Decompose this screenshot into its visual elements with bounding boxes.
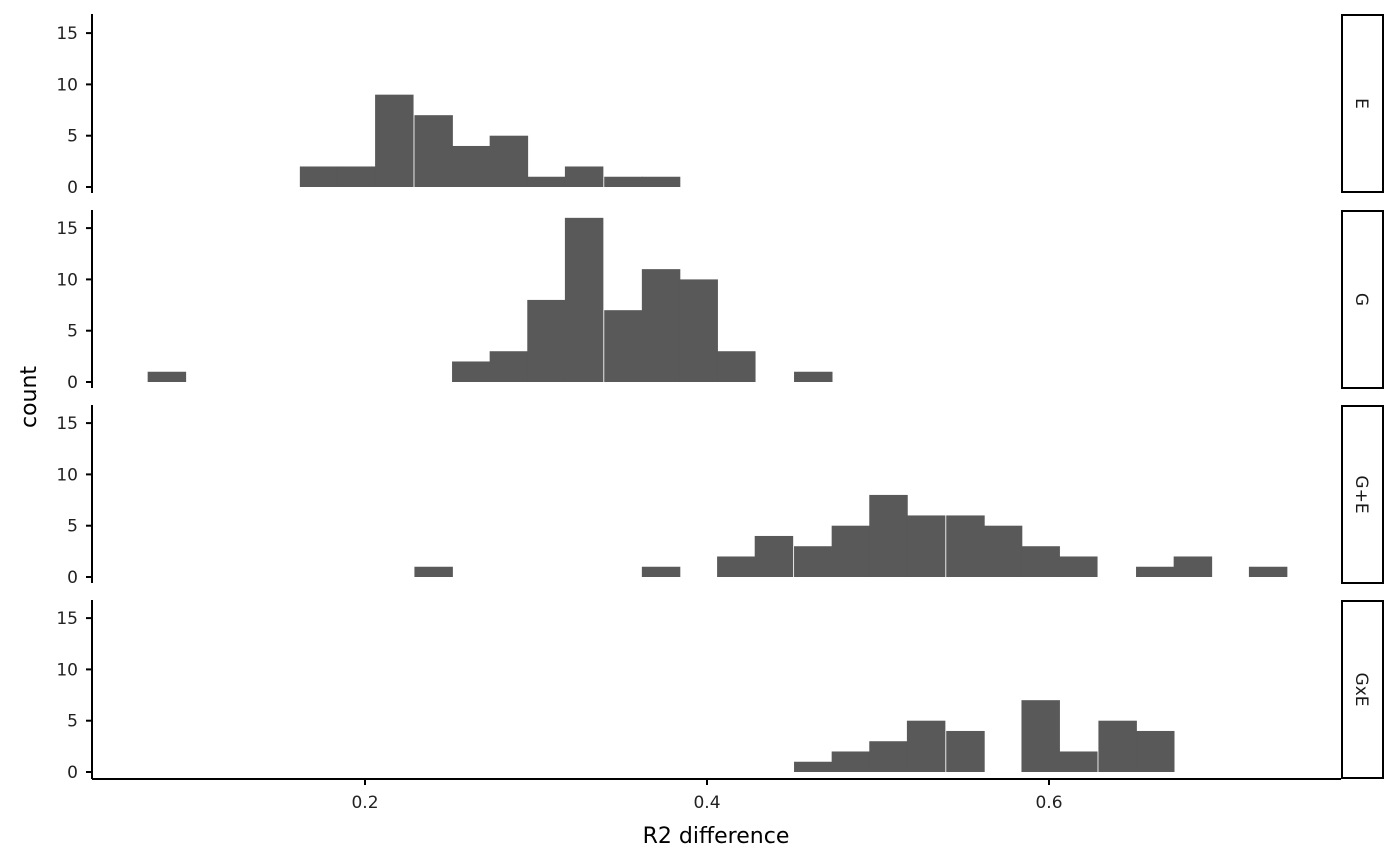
facet-strip-label: GxE xyxy=(1351,673,1371,707)
facet-strip xyxy=(1341,14,1384,193)
histogram-bar xyxy=(641,269,681,382)
y-tick-label: 10 xyxy=(56,270,78,290)
histogram-bar xyxy=(794,761,833,772)
y-tick-label: 15 xyxy=(56,24,78,44)
x-tick-label: 0.2 xyxy=(351,793,378,813)
histogram-bar xyxy=(1059,556,1098,577)
y-tick-label: 15 xyxy=(56,219,78,239)
histogram-bar xyxy=(946,730,985,772)
facet-panel-GxE: 0 5 10 15 GxE xyxy=(56,600,1384,783)
histogram-bar xyxy=(831,525,871,577)
histogram-bar xyxy=(1136,730,1175,772)
histogram-bar xyxy=(489,351,529,382)
histogram-bar xyxy=(641,566,681,577)
y-tick-label: 10 xyxy=(56,660,78,680)
histogram-bar xyxy=(1098,720,1137,772)
x-axis-label: R2 difference xyxy=(643,824,790,849)
histogram-bar xyxy=(946,515,985,577)
y-tick-label: 0 xyxy=(67,568,78,588)
facet-strip xyxy=(1341,600,1384,779)
histogram-bar xyxy=(564,217,604,382)
histogram-bar xyxy=(831,751,871,772)
y-tick-label: 0 xyxy=(67,763,78,783)
facet-strip-label: E xyxy=(1351,98,1371,109)
x-tick-label: 0.6 xyxy=(1035,793,1062,813)
histogram-bar xyxy=(641,176,681,187)
histogram-bar xyxy=(414,566,453,577)
histogram-bar xyxy=(906,720,946,772)
facet-strip xyxy=(1341,405,1384,584)
y-tick-label: 0 xyxy=(67,373,78,393)
histogram-bar xyxy=(1021,700,1060,772)
histogram-bar xyxy=(414,115,453,187)
histogram-bar xyxy=(489,135,529,187)
histogram-bar xyxy=(147,371,187,382)
histogram-bar xyxy=(1173,556,1213,577)
histogram-bar xyxy=(604,176,643,187)
histogram-bar xyxy=(754,535,794,577)
y-tick-label: 5 xyxy=(67,712,78,732)
facet-panel-E: 0 5 10 15 E xyxy=(56,14,1384,198)
facet-panel-G: 0 5 10 15 G xyxy=(56,210,1384,393)
histogram-bar xyxy=(564,166,604,187)
y-tick-label: 0 xyxy=(67,178,78,198)
histogram-bar xyxy=(452,145,491,187)
y-tick-label: 15 xyxy=(56,414,78,434)
histogram-bar xyxy=(527,299,566,382)
histogram-bar xyxy=(1248,566,1288,577)
facet-panel-G+E: 0 5 10 15 G+E xyxy=(56,405,1384,588)
histogram-bar xyxy=(604,310,643,382)
x-tick-label: 0.4 xyxy=(693,793,720,813)
histogram-bar xyxy=(906,515,946,577)
histogram-bar xyxy=(337,166,376,187)
histogram-bar xyxy=(717,556,756,577)
y-tick-label: 10 xyxy=(56,465,78,485)
histogram-bar xyxy=(452,361,491,382)
histogram-bar xyxy=(1059,751,1098,772)
y-tick-label: 5 xyxy=(67,517,78,537)
histogram-bar xyxy=(717,351,756,382)
histogram-bar xyxy=(794,371,833,382)
histogram-bar xyxy=(679,279,718,382)
histogram-bar xyxy=(375,94,414,187)
facet-strip xyxy=(1341,210,1384,389)
histogram-bar xyxy=(869,741,908,772)
histogram-bar xyxy=(527,176,566,187)
facet-strip-label: G+E xyxy=(1351,475,1371,513)
histogram-bar xyxy=(1021,546,1060,577)
histogram-bar xyxy=(299,166,339,187)
y-tick-label: 5 xyxy=(67,322,78,342)
y-axis-label: count xyxy=(17,366,42,428)
y-tick-label: 15 xyxy=(56,609,78,629)
facet-strip-label: G xyxy=(1351,293,1371,306)
histogram-bar xyxy=(794,546,833,577)
histogram-bar xyxy=(983,525,1023,577)
histogram-bar xyxy=(1136,566,1175,577)
y-tick-label: 10 xyxy=(56,75,78,95)
histogram-bar xyxy=(869,494,908,577)
y-tick-label: 5 xyxy=(67,127,78,147)
